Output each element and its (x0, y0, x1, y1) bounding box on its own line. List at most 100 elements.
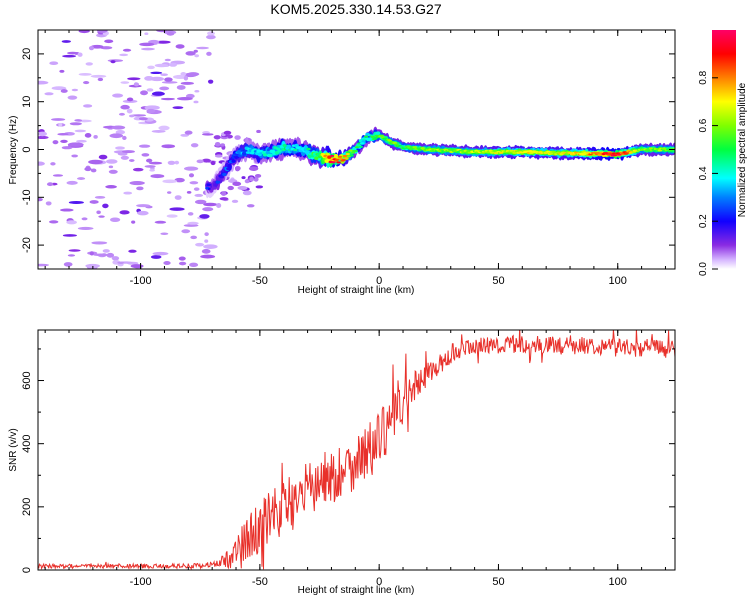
y-tick-label: 20 (21, 48, 33, 60)
noise-speckle (78, 72, 92, 76)
ridge-cell (345, 153, 350, 156)
noise-speckle (52, 174, 64, 177)
noise-speckle (66, 220, 77, 225)
noise-speckle (120, 155, 129, 160)
noise-speckle (61, 40, 71, 43)
noise-speckle (166, 191, 172, 194)
noise-speckle (144, 165, 156, 168)
noise-speckle (201, 249, 211, 254)
noise-speckle (134, 82, 140, 87)
noise-speckle (161, 81, 178, 84)
noise-speckle (256, 129, 261, 134)
colorbar-ticks: 0.0 0.2 0.4 0.6 0.8 (698, 70, 718, 276)
noise-speckle (112, 93, 124, 98)
noise-speckle (146, 158, 153, 163)
noise-speckle (185, 51, 196, 56)
ridge-cell (353, 149, 358, 152)
noise-speckle (194, 199, 207, 205)
noise-speckle (58, 122, 63, 127)
noise-speckle (119, 53, 129, 57)
noise-speckle (160, 73, 168, 77)
noise-speckle (117, 152, 128, 156)
noise-speckle (94, 196, 106, 199)
noise-speckle (139, 42, 155, 47)
noise-speckle (136, 186, 144, 191)
noise-speckle (172, 106, 184, 110)
x-tick-label: 0 (376, 275, 382, 287)
noise-speckle (132, 167, 144, 172)
noise-speckle (221, 191, 227, 196)
noise-speckle (187, 72, 200, 77)
snr-panel: -100 -50 0 50 100 0 200 400 600 Height of straig… (8, 329, 676, 596)
noise-speckle (60, 139, 68, 143)
y-tick-label: 0 (21, 146, 33, 152)
noise-speckle (44, 92, 54, 96)
noise-speckle (203, 202, 218, 207)
noise-speckle (240, 186, 248, 190)
noise-speckle (131, 220, 136, 224)
noise-speckle (77, 52, 83, 57)
noise-speckle (38, 263, 50, 267)
noise-speckle (166, 32, 175, 36)
noise-speckle (118, 112, 126, 116)
noise-speckle (49, 61, 59, 66)
y-tick-label: 600 (21, 371, 33, 389)
noise-speckle (62, 234, 77, 237)
x-tick-label: -100 (130, 275, 152, 287)
noise-speckle (183, 224, 199, 227)
noise-speckle (190, 143, 199, 148)
noise-speckle (141, 153, 150, 157)
ridge-cell (387, 139, 392, 142)
colorbar: 0.0 0.2 0.4 0.6 0.8 Normalized spectral ampl… (698, 30, 748, 276)
colorbar-tick-label: 0.8 (698, 70, 709, 84)
noise-speckle (150, 71, 163, 75)
noise-speckle (38, 197, 43, 202)
noise-speckle (67, 95, 78, 100)
noise-speckle (166, 214, 178, 218)
chart-title: KOM5.2025.330.14.53.G27 (270, 1, 441, 17)
noise-speckle (227, 185, 234, 191)
noise-speckle (183, 75, 189, 81)
noise-speckle (128, 249, 137, 253)
noise-speckle (122, 150, 135, 154)
ridge-cell (551, 150, 557, 153)
ridge-cell (324, 159, 329, 163)
x-tick-label: -100 (130, 576, 152, 588)
ridge-cell (335, 158, 340, 161)
x-tick-label: -50 (252, 275, 268, 287)
snr-marks (38, 330, 675, 570)
noise-speckle (60, 89, 68, 93)
noise-speckle (176, 85, 186, 90)
ridge-cell (268, 153, 273, 158)
noise-speckle (63, 262, 73, 267)
noise-speckle (109, 133, 124, 139)
noise-speckle (96, 210, 101, 215)
noise-speckle (93, 253, 109, 257)
noise-speckle (126, 97, 134, 102)
noise-speckle (84, 132, 92, 138)
ridge-cell (245, 151, 251, 154)
noise-speckle (96, 30, 108, 33)
y-tick-label: 200 (21, 498, 33, 516)
noise-speckle (180, 81, 194, 85)
ridge-cell (661, 147, 667, 150)
noise-speckle (184, 130, 193, 135)
noise-speckle (110, 60, 116, 64)
ridge-cell (293, 148, 298, 152)
noise-speckle (115, 146, 125, 150)
noise-speckle (38, 161, 45, 166)
colorbar-tick-label: 0.0 (698, 262, 709, 276)
noise-speckle (60, 208, 74, 212)
noise-speckle (158, 125, 170, 131)
noise-speckle (253, 176, 259, 182)
noise-speckle (187, 212, 194, 216)
noise-speckle (210, 160, 216, 166)
snr-ticks: -100 -50 0 50 100 0 200 400 600 (21, 330, 675, 588)
noise-speckle (196, 46, 209, 50)
noise-speckle (129, 180, 145, 186)
noise-speckle (38, 131, 48, 137)
ridge-cell (314, 156, 319, 161)
ridge-cell (375, 131, 381, 135)
noise-speckle (193, 49, 198, 53)
